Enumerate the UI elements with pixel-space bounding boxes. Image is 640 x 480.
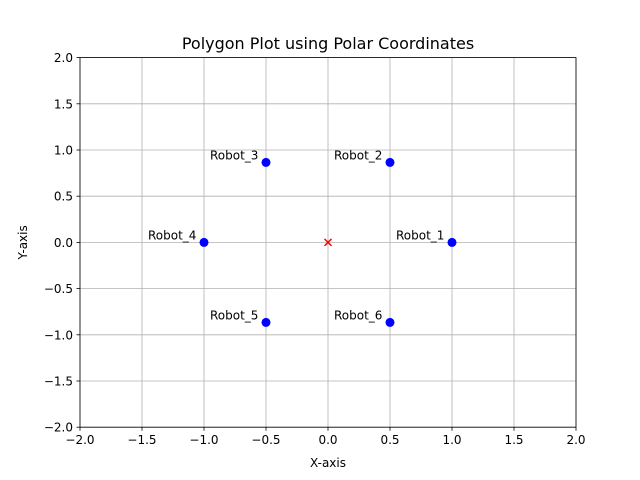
y-tick-label: 2.0: [54, 51, 73, 65]
robot-label: Robot_4: [148, 228, 196, 242]
y-tick-label: 0.0: [54, 236, 73, 250]
x-tick-label: 1.0: [442, 433, 461, 447]
x-tick-label: 1.5: [504, 433, 523, 447]
data-points: Robot_1 Robot_2 Robot_3 Robot_4 Robot_5 Robot…: [148, 148, 457, 327]
x-axis-label: X-axis: [310, 456, 346, 470]
robot-label: Robot_6: [334, 308, 382, 322]
center-marker-group: [323, 238, 333, 247]
x-axis-ticks: −2.0 −1.5 −1.0 −0.5 0.0 0.5 1.0 1.5 2.0: [65, 427, 586, 447]
robot-point: [261, 317, 271, 327]
x-tick-label: −1.5: [127, 433, 156, 447]
y-axis-ticks: −2.0 −1.5 −1.0 −0.5 0.0 0.5 1.0 1.5 2.0: [44, 51, 80, 435]
x-tick-label: −0.5: [251, 433, 280, 447]
center-marker-stroke: [323, 238, 333, 247]
robot-point: [261, 157, 271, 167]
y-tick-label: −2.0: [44, 421, 73, 435]
robot-label: Robot_1: [396, 228, 444, 242]
robot-label: Robot_5: [210, 308, 258, 322]
chart-title: Polygon Plot using Polar Coordinates: [182, 34, 474, 53]
x-tick-label: 2.0: [566, 433, 585, 447]
robot-label: Robot_2: [334, 148, 382, 162]
x-tick-label: 0.0: [318, 433, 337, 447]
y-tick-label: −1.5: [44, 375, 73, 389]
x-tick-label: −2.0: [65, 433, 94, 447]
y-tick-label: −1.0: [44, 328, 73, 342]
y-tick-label: 1.0: [54, 144, 73, 158]
y-tick-label: 0.5: [54, 190, 73, 204]
robot-point: [385, 317, 395, 327]
robot-point: [199, 237, 209, 247]
y-tick-label: −0.5: [44, 282, 73, 296]
x-tick-label: 0.5: [380, 433, 399, 447]
robot-point: [447, 237, 457, 247]
robot-label: Robot_3: [210, 148, 258, 162]
robot-point: [385, 157, 395, 167]
y-axis-label: Y-axis: [16, 225, 30, 260]
y-tick-label: 1.5: [54, 97, 73, 111]
x-tick-label: −1.0: [189, 433, 218, 447]
center-marker: [323, 238, 333, 247]
